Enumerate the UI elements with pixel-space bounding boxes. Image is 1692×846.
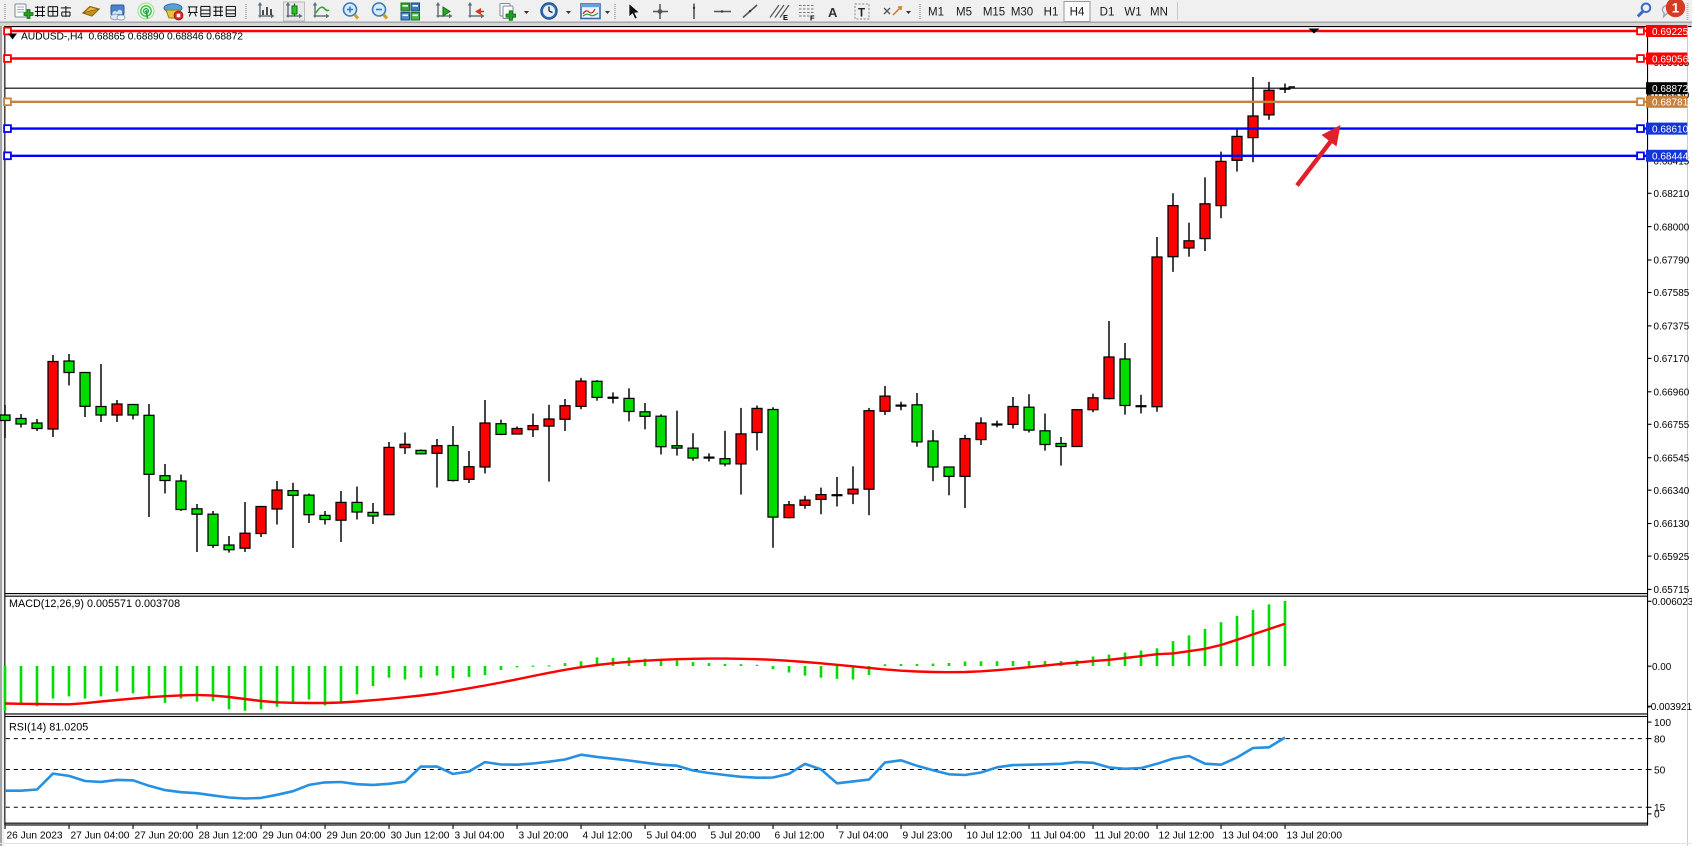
svg-text:26 Jun 2023: 26 Jun 2023 (7, 831, 63, 842)
svg-text:0.68415: 0.68415 (1654, 157, 1690, 168)
svg-text:27 Jun 20:00: 27 Jun 20:00 (135, 831, 194, 842)
svg-text:F: F (810, 14, 815, 23)
svg-text:0.67170: 0.67170 (1654, 354, 1690, 365)
svg-text:7 Jul 04:00: 7 Jul 04:00 (839, 831, 889, 842)
svg-text:T: T (858, 8, 865, 20)
svg-text:12 Jul 12:00: 12 Jul 12:00 (1159, 831, 1215, 842)
svg-text:0.68872: 0.68872 (1652, 84, 1689, 95)
svg-text:10 Jul 12:00: 10 Jul 12:00 (967, 831, 1023, 842)
svg-text:0.66130: 0.66130 (1654, 519, 1690, 530)
svg-text:6 Jul 12:00: 6 Jul 12:00 (775, 831, 825, 842)
svg-text:0.68610: 0.68610 (1652, 124, 1689, 135)
svg-text:M15: M15 (983, 7, 1005, 19)
svg-text:5 Jul 04:00: 5 Jul 04:00 (647, 831, 697, 842)
svg-text:MACD(12,26,9) 0.005571 0.00370: MACD(12,26,9) 0.005571 0.003708 (9, 598, 180, 610)
svg-text:0.66545: 0.66545 (1654, 453, 1690, 464)
svg-text:0.69225: 0.69225 (1652, 27, 1689, 38)
svg-text:0.68444: 0.68444 (1652, 152, 1689, 163)
svg-text:AUDUSD-,H4 0.68865 0.68890 0.: AUDUSD-,H4 0.68865 0.68890 0.68846 0.688… (21, 32, 243, 43)
svg-text:0.67375: 0.67375 (1654, 322, 1690, 333)
svg-text:11 Jul 20:00: 11 Jul 20:00 (1095, 831, 1150, 842)
svg-text:9 Jul 23:00: 9 Jul 23:00 (903, 831, 953, 842)
svg-text:W1: W1 (1124, 7, 1141, 19)
svg-text:M1: M1 (928, 7, 944, 19)
svg-text:A: A (828, 5, 838, 20)
svg-text:0.006023: 0.006023 (1652, 597, 1692, 608)
svg-text:M5: M5 (956, 7, 972, 19)
svg-text:80: 80 (1654, 734, 1666, 745)
svg-text:100: 100 (1654, 718, 1671, 729)
svg-text:0.66340: 0.66340 (1654, 486, 1690, 497)
svg-text:50: 50 (1654, 765, 1666, 776)
svg-text:0.66960: 0.66960 (1654, 388, 1690, 399)
svg-text:M30: M30 (1011, 7, 1033, 19)
svg-text:0.69056: 0.69056 (1652, 54, 1689, 65)
svg-text:E: E (783, 13, 788, 22)
svg-text:MN: MN (1150, 7, 1168, 19)
svg-text:0.68210: 0.68210 (1654, 189, 1690, 200)
svg-text:0.67585: 0.67585 (1654, 288, 1690, 299)
svg-text:11 Jul 04:00: 11 Jul 04:00 (1031, 831, 1086, 842)
svg-text:-0.003921: -0.003921 (1648, 702, 1692, 713)
svg-text:29 Jun 20:00: 29 Jun 20:00 (327, 831, 386, 842)
svg-text:H4: H4 (1070, 7, 1085, 19)
svg-text:0: 0 (1654, 810, 1660, 821)
svg-text:3 Jul 04:00: 3 Jul 04:00 (455, 831, 505, 842)
svg-text:30 Jun 12:00: 30 Jun 12:00 (391, 831, 450, 842)
svg-text:0.66755: 0.66755 (1654, 420, 1690, 431)
svg-text:29 Jun 04:00: 29 Jun 04:00 (263, 831, 322, 842)
svg-text:13 Jul 20:00: 13 Jul 20:00 (1287, 831, 1343, 842)
svg-text:28 Jun 12:00: 28 Jun 12:00 (199, 831, 258, 842)
svg-text:0.68000: 0.68000 (1654, 222, 1690, 233)
svg-text:0.00: 0.00 (1652, 662, 1672, 673)
svg-text:5 Jul 20:00: 5 Jul 20:00 (711, 831, 761, 842)
svg-text:0.67790: 0.67790 (1654, 256, 1690, 267)
svg-text:15: 15 (1654, 803, 1666, 814)
svg-text:13 Jul 04:00: 13 Jul 04:00 (1223, 831, 1279, 842)
svg-text:27 Jun 04:00: 27 Jun 04:00 (71, 831, 130, 842)
svg-text:D1: D1 (1100, 7, 1115, 19)
svg-text:0.65715: 0.65715 (1654, 585, 1690, 596)
svg-text:H1: H1 (1044, 7, 1059, 19)
svg-text:0.68781: 0.68781 (1652, 98, 1689, 109)
svg-text:0.65925: 0.65925 (1654, 552, 1690, 563)
svg-text:4 Jul 12:00: 4 Jul 12:00 (583, 831, 633, 842)
svg-text:3 Jul 20:00: 3 Jul 20:00 (519, 831, 569, 842)
svg-text:RSI(14) 81.0205: RSI(14) 81.0205 (9, 722, 88, 734)
svg-text:1: 1 (1672, 0, 1680, 15)
